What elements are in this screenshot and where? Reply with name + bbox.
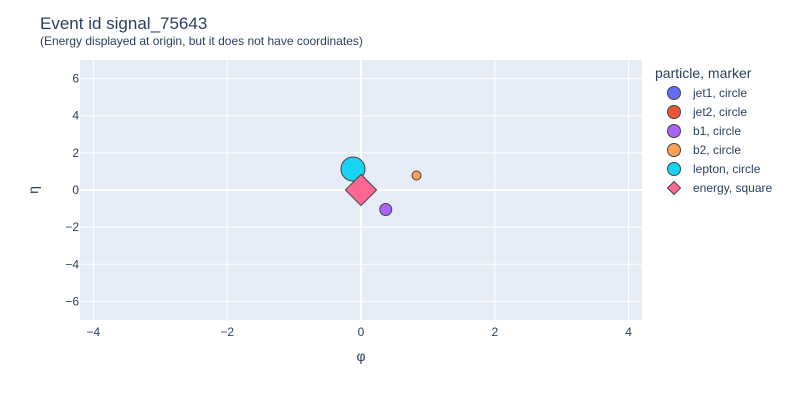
legend-symbol-3 <box>667 143 681 157</box>
x-tick-label: 4 <box>625 325 632 339</box>
x-tick-label: −4 <box>87 325 101 339</box>
legend-entry-4: lepton, circle <box>693 162 761 176</box>
chart-title: Event id signal_75643 <box>40 14 207 33</box>
chart-subtitle: (Energy displayed at origin, but it does… <box>40 34 363 48</box>
lepton-marker <box>340 156 366 182</box>
legend-symbol-4 <box>667 162 681 176</box>
y-tick-label: −4 <box>65 257 79 271</box>
legend-entry-1: jet2, circle <box>692 105 747 119</box>
y-tick-label: 4 <box>72 109 79 123</box>
legend-symbol-0 <box>667 86 681 100</box>
legend-items: jet1, circle jet2, circle b1, circle b2, ci… <box>666 86 772 196</box>
legend-entry-5: energy, square <box>693 181 772 195</box>
data-markers <box>340 156 422 216</box>
b2-marker <box>411 170 422 181</box>
x-tick-labels: −4 −2 0 2 4 <box>87 325 633 339</box>
legend-entry-0: jet1, circle <box>692 86 747 100</box>
y-axis-title: η <box>25 186 41 194</box>
y-tick-label: 0 <box>72 183 79 197</box>
x-tick-label: 0 <box>358 325 365 339</box>
y-tick-label: −6 <box>65 294 79 308</box>
y-tick-label: 2 <box>72 146 79 160</box>
x-tick-label: −2 <box>220 325 234 339</box>
x-axis-title: φ <box>356 348 365 364</box>
legend-symbol-2 <box>667 124 681 138</box>
legend-symbol-5 <box>666 180 682 196</box>
legend-entry-2: b1, circle <box>693 124 741 138</box>
legend-entry-3: b2, circle <box>693 143 741 157</box>
y-tick-labels: −6 −4 −2 0 2 4 6 <box>65 72 79 309</box>
x-tick-label: 2 <box>491 325 498 339</box>
y-tick-label: −2 <box>65 220 79 234</box>
legend-title: particle, marker <box>655 65 752 81</box>
energy-marker <box>344 173 378 207</box>
legend-symbol-1 <box>667 105 681 119</box>
b1-marker <box>379 203 393 216</box>
y-tick-label: 6 <box>72 72 79 86</box>
legend: particle, marker jet1, circle jet2, circl… <box>655 65 772 196</box>
